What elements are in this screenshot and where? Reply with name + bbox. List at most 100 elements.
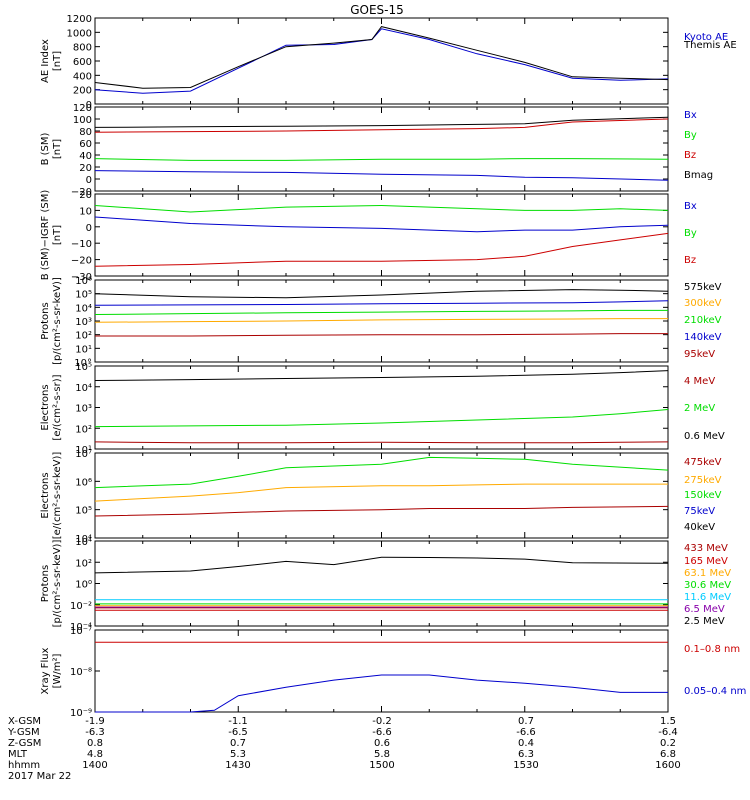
series-line — [94, 309, 668, 315]
y-tick-label: 20 — [79, 163, 92, 174]
y-axis-label: [e/(cm²-s-sr)] — [52, 374, 63, 440]
y-tick-label: 10⁰ — [75, 580, 92, 591]
panel-7: 10⁻⁴ 10⁻² 10⁰ 10² 10⁴ Protons [p/(cm²-s-sr-keV… — [40, 537, 731, 633]
footer-value: -1.1 — [228, 716, 248, 727]
legend-label: 475keV — [684, 457, 722, 468]
y-tick-label: 10° — [74, 358, 92, 369]
footer-value: 0.7 — [518, 716, 534, 727]
footer-value: 6.3 — [518, 749, 534, 760]
series-line — [94, 483, 668, 502]
y-tick-label: 100 — [73, 115, 92, 126]
series-line — [94, 370, 669, 381]
series-line — [94, 456, 669, 489]
legend-label: 40keV — [684, 522, 715, 533]
legend-label: 2 MeV — [684, 403, 715, 414]
y-tick-label: 10⁴ — [75, 537, 92, 548]
legend-label: 75keV — [684, 506, 715, 517]
y-tick-label: 10⁶ — [75, 276, 92, 287]
y-tick-label: −20 — [71, 187, 92, 198]
panel-frame — [94, 540, 669, 627]
footer-value: -6.6 — [516, 727, 536, 738]
y-tick-label: 10⁵ — [75, 362, 92, 373]
panel-frame — [94, 193, 669, 277]
footer-value: 0.2 — [660, 738, 676, 749]
footer-value: -6.3 — [85, 727, 105, 738]
footer-value: 0.8 — [87, 738, 103, 749]
y-tick-label: 80 — [79, 127, 92, 138]
series-line — [94, 28, 669, 94]
legend-label: 0.05–0.4 nm — [684, 686, 746, 697]
series-line — [94, 170, 669, 181]
y-axis-label: Electrons — [40, 472, 51, 518]
plot-title: GOES-15 — [350, 3, 404, 17]
footer-row-label: MLT — [8, 749, 28, 760]
y-axis-label: [nT] — [52, 225, 63, 245]
series-line — [94, 300, 669, 306]
y-tick-label: 10⁷ — [75, 449, 92, 460]
footer-value: 0.6 — [374, 738, 390, 749]
legend-label: By — [684, 228, 697, 239]
footer-row-label: Z-GSM — [8, 738, 41, 749]
legend-label: Kyoto AE — [684, 32, 728, 43]
y-tick-label: −20 — [71, 256, 92, 267]
y-tick-label: 10⁻⁹ — [70, 708, 92, 719]
y-axis-label: AE Index — [40, 39, 51, 83]
legend-label: By — [684, 130, 697, 141]
y-tick-label: 10² — [75, 424, 92, 435]
y-axis-label: Electrons — [40, 384, 51, 430]
y-tick-label: 40 — [79, 151, 92, 162]
y-tick-label: 10⁴ — [75, 303, 92, 314]
legend-label: 11.6 MeV — [684, 592, 731, 603]
series-line — [94, 216, 669, 233]
panel-5: 10¹ 10² 10³ 10⁴ 10⁵ Electrons [e/(cm²-s-sr)] 4 … — [40, 362, 725, 456]
panel-frame — [94, 279, 669, 363]
footer-value: 1500 — [369, 760, 394, 771]
panel-3: −30 −20 −10 0 10 20 B (SM)−IGRF (SM) [nT] Bx By Bz — [40, 190, 697, 283]
legend-label: 210keV — [684, 315, 722, 326]
footer-value: -1.9 — [85, 716, 105, 727]
legend-label: 150keV — [684, 490, 722, 501]
footer-row-label: Y-GSM — [7, 727, 40, 738]
y-tick-label: 10 — [79, 206, 92, 217]
footer-value: 0.7 — [230, 738, 246, 749]
y-tick-label: 20 — [79, 190, 92, 201]
plot-date: 2017 Mar 22 — [8, 771, 71, 782]
y-tick-label: 0 — [86, 223, 92, 234]
y-axis-label: [e/(cm²-s-sr-keV)] — [52, 452, 63, 540]
y-tick-label: 10⁻⁷ — [70, 626, 92, 637]
series-line — [94, 409, 669, 428]
footer-value: 1530 — [513, 760, 538, 771]
y-tick-label: 10² — [75, 331, 92, 342]
y-axis-label: B (SM) — [40, 132, 51, 165]
series-line — [94, 505, 669, 517]
y-tick-label: 10⁻⁸ — [70, 667, 92, 678]
y-tick-label: 800 — [73, 43, 92, 54]
legend-label: 63.1 MeV — [684, 568, 731, 579]
y-tick-label: 0 — [86, 100, 92, 111]
footer-value: 4.8 — [87, 749, 103, 760]
y-axis-label: [nT] — [52, 51, 63, 71]
y-axis-label: Protons — [40, 565, 51, 602]
footer-value: 6.8 — [660, 749, 676, 760]
legend-label: Themis AE — [683, 40, 737, 51]
series-line — [95, 333, 668, 337]
series-line — [94, 204, 669, 213]
legend-label: 300keV — [684, 298, 722, 309]
footer-value: 0.4 — [518, 738, 534, 749]
y-tick-label: 10⁻² — [70, 601, 92, 612]
y-axis-label: Protons — [40, 302, 51, 339]
legend-label: 140keV — [684, 332, 722, 343]
y-tick-label: 10⁴ — [75, 534, 92, 545]
panel-4: 10° 10¹ 10² 10³ 10⁴ 10⁵ 10⁶ Protons [p/(cm²-s-sr… — [40, 276, 722, 369]
y-axis-label: B (SM)−IGRF (SM) — [40, 190, 51, 281]
footer-value: -0.2 — [372, 716, 392, 727]
panel-frame — [94, 365, 669, 450]
y-tick-label: 0 — [86, 175, 92, 186]
footer-value: -6.5 — [228, 727, 248, 738]
y-tick-label: 1200 — [67, 14, 92, 25]
y-tick-label: 120 — [73, 103, 92, 114]
series-line — [94, 289, 669, 299]
y-tick-label: 10³ — [75, 404, 92, 415]
